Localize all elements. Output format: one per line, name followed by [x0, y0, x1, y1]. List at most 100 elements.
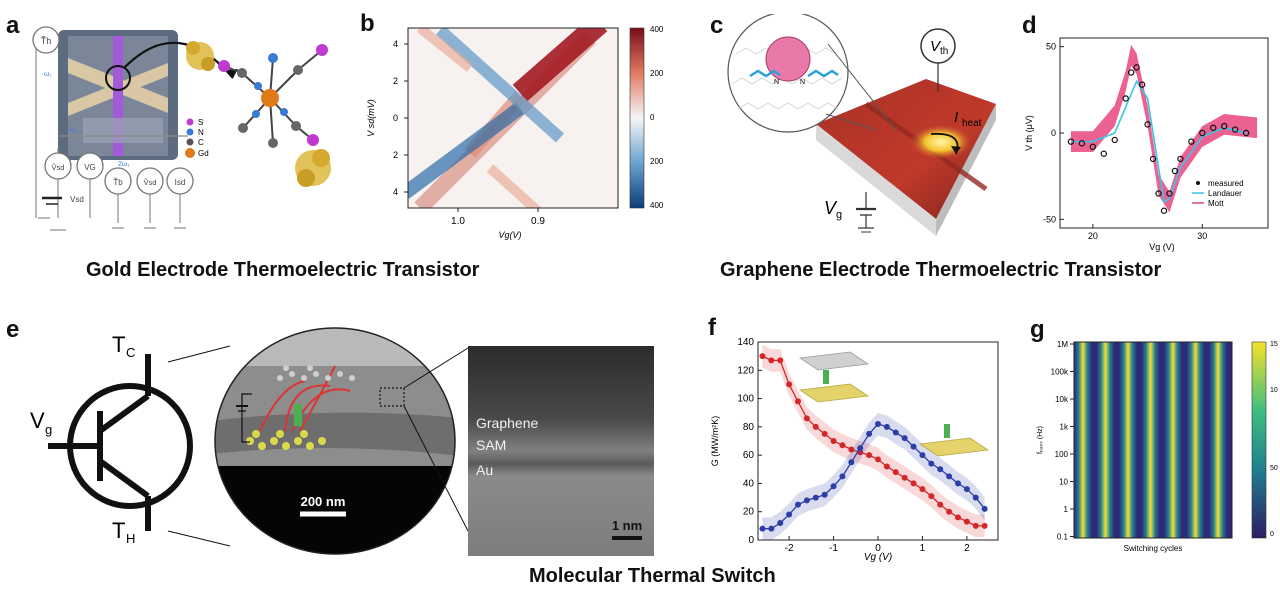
f-series-point — [919, 452, 926, 459]
d-measured-point — [1078, 140, 1086, 147]
f-series-point — [759, 353, 766, 360]
svg-text:N: N — [800, 79, 805, 86]
panel-a-figure: T̃h Ṽsd VG T̃b Ṽsd Isd Vsd ω₁ ω₂ 2ω₁ — [32, 26, 331, 231]
d-ytick-label: 50 — [1046, 42, 1056, 52]
meter-vsd2 — [136, 167, 164, 195]
panel-f-chart: 0 20 40 60 80 100 120 140 -2 -1 0 1 2 G (MW/m²K) Vg … — [710, 337, 999, 563]
f-series-point — [892, 469, 899, 476]
f-ytick-label: 80 — [743, 422, 755, 433]
panel-letter-f: f — [708, 314, 716, 341]
f-xtick-label: 1 — [920, 543, 926, 554]
tc-sub: C — [126, 345, 135, 360]
f-series-point — [928, 493, 935, 500]
f-series-point — [875, 456, 881, 463]
d-measured-point — [1100, 150, 1107, 157]
f-series-point — [786, 381, 793, 388]
heat-spot — [909, 124, 973, 160]
f-series-point — [812, 494, 819, 501]
tc-label: T — [112, 332, 125, 357]
label-vsd2: Ṽsd — [144, 178, 157, 187]
panel-e-figure: T C T H V g — [30, 327, 654, 556]
f-series-point — [848, 459, 855, 466]
f-series-point — [777, 357, 784, 364]
legend-n: N — [198, 128, 204, 137]
meter-vg — [76, 152, 104, 180]
d-legend-mott: Mott — [1208, 199, 1224, 208]
f-series-point — [803, 497, 810, 504]
b-xtick-label: 1.0 — [451, 216, 465, 227]
f-series-point — [777, 520, 784, 527]
legend-gd: Gd — [198, 149, 209, 158]
d-series-landauer — [1070, 79, 1247, 204]
panel-letter-d: d — [1022, 12, 1037, 39]
d-measured-point — [1242, 129, 1250, 137]
meter-th — [32, 26, 60, 54]
d-measured-point — [1133, 64, 1140, 71]
f-series-point — [786, 511, 793, 518]
legend-s: S — [198, 118, 203, 127]
graphene-slab-side — [816, 124, 936, 236]
title-gold-transistor: Gold Electrode Thermoelectric Transistor — [86, 259, 480, 281]
vth-sub: th — [940, 46, 948, 57]
d-measured-point — [1231, 126, 1239, 133]
f-series-point — [759, 525, 766, 532]
f-series-point — [839, 473, 846, 480]
f-series-point — [795, 398, 801, 405]
d-series-mott-band — [1070, 44, 1258, 213]
f-series-point — [972, 522, 979, 529]
meter-tb — [104, 167, 132, 195]
label-vsd: Vsd — [70, 195, 84, 204]
iheat-label: I — [954, 109, 958, 126]
panel-letter-b: b — [360, 10, 375, 37]
d-ytick-label: 0 — [1051, 128, 1056, 138]
g-ylabel: fₚₐₛₛ (Hz) — [1037, 426, 1044, 454]
b-colorbar-tick: 400 — [650, 201, 664, 210]
svg-text:N: N — [774, 79, 779, 86]
b-colorbar-tick: 200 — [650, 157, 664, 166]
f-series-band — [762, 344, 985, 538]
title-thermal-switch: Molecular Thermal Switch — [529, 565, 776, 587]
g-colorbar-tick: 15 — [1270, 341, 1278, 348]
d-measured-point — [1155, 190, 1162, 197]
th-sub: H — [126, 531, 135, 546]
d-measured-point — [1188, 138, 1195, 145]
g-ytick-label: 0.1 — [1057, 533, 1069, 542]
graphene-slab-top — [816, 79, 996, 219]
d-ylabel: V th (μV) — [1024, 115, 1034, 151]
panel-letter-g: g — [1030, 316, 1045, 343]
f-series-point — [892, 429, 899, 436]
f-ytick-label: 60 — [743, 450, 755, 461]
f-series-point — [910, 443, 917, 450]
f-series-point — [928, 460, 935, 467]
f-series-point — [866, 452, 873, 459]
f-series-point — [839, 442, 846, 449]
d-legend-measured: measured — [1208, 179, 1244, 188]
g-ytick-label: 1M — [1057, 340, 1068, 349]
f-ytick-label: 120 — [737, 365, 754, 376]
f-series-point — [848, 446, 855, 453]
d-ytick-label: -50 — [1043, 214, 1056, 224]
d-measured-point — [1149, 155, 1157, 163]
fullerene — [765, 36, 811, 82]
heatmap-bands — [408, 28, 608, 208]
d-measured-point — [1177, 155, 1184, 163]
vg-e-sub: g — [45, 422, 52, 437]
f-series-point — [768, 357, 775, 364]
f-ytick-label: 140 — [737, 337, 754, 348]
f-ytick-label: 40 — [743, 478, 755, 489]
f-series-point — [963, 486, 970, 493]
f-series-point — [901, 474, 908, 481]
f-series-point — [821, 491, 828, 498]
f-series-band — [762, 412, 985, 540]
d-measured-point — [1127, 69, 1135, 76]
tem-circle-image — [215, 328, 455, 554]
label-w2: ω₂ — [70, 127, 78, 134]
label-tb: T̃b — [113, 178, 123, 187]
f-series-point — [768, 525, 775, 532]
d-measured-point — [1210, 124, 1217, 132]
panel-c-figure: N N V th I heat V g — [727, 14, 996, 236]
b-colorbar-tick: 400 — [650, 25, 664, 34]
tem-rect-image — [468, 346, 654, 556]
d-measured-point — [1089, 143, 1097, 151]
